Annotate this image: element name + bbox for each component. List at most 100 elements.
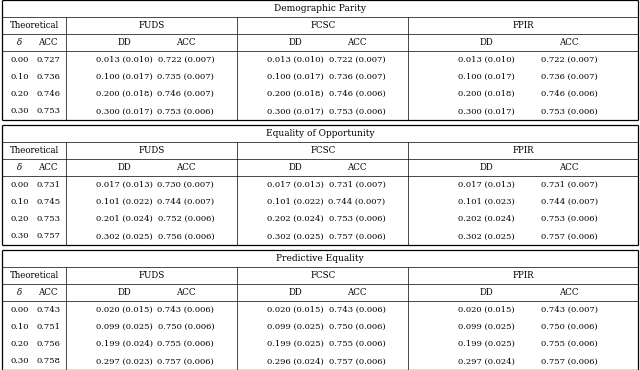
Text: 0.736: 0.736 [36, 73, 60, 81]
Text: 0.202 (0.024): 0.202 (0.024) [267, 215, 324, 223]
Text: 0.722 (0.007): 0.722 (0.007) [157, 56, 214, 64]
Text: δ: δ [17, 289, 22, 297]
Text: 0.746 (0.006): 0.746 (0.006) [541, 90, 598, 98]
Text: 0.744 (0.007): 0.744 (0.007) [157, 198, 214, 206]
Text: 0.757 (0.006): 0.757 (0.006) [541, 232, 598, 241]
Text: 0.722 (0.007): 0.722 (0.007) [541, 56, 598, 64]
Text: FUDS: FUDS [138, 271, 165, 280]
Text: 0.743 (0.006): 0.743 (0.006) [157, 306, 214, 314]
Text: 0.750 (0.006): 0.750 (0.006) [541, 323, 598, 331]
Text: 0.727: 0.727 [36, 56, 60, 64]
Text: 0.757 (0.006): 0.757 (0.006) [328, 357, 385, 366]
Text: 0.753 (0.006): 0.753 (0.006) [328, 107, 385, 115]
Text: 0.757 (0.006): 0.757 (0.006) [328, 232, 385, 241]
Text: 0.297 (0.024): 0.297 (0.024) [458, 357, 515, 366]
Text: 0.745: 0.745 [36, 198, 60, 206]
Text: 0.30: 0.30 [11, 107, 29, 115]
Text: 0.753 (0.006): 0.753 (0.006) [541, 215, 598, 223]
Text: FPIR: FPIR [513, 271, 534, 280]
Text: 0.30: 0.30 [11, 357, 29, 366]
Text: 0.013 (0.010): 0.013 (0.010) [96, 56, 153, 64]
Text: 0.020 (0.015): 0.020 (0.015) [267, 306, 324, 314]
Text: 0.099 (0.025): 0.099 (0.025) [458, 323, 515, 331]
Text: 0.755 (0.006): 0.755 (0.006) [328, 340, 385, 348]
Text: 0.753 (0.006): 0.753 (0.006) [157, 107, 214, 115]
Text: 0.00: 0.00 [11, 56, 29, 64]
Text: 0.731: 0.731 [36, 181, 60, 189]
Text: Theoretical: Theoretical [10, 21, 59, 30]
Text: Theoretical: Theoretical [10, 271, 59, 280]
Text: 0.30: 0.30 [11, 232, 29, 241]
Text: Demographic Parity: Demographic Parity [274, 4, 366, 13]
Text: FCSC: FCSC [310, 21, 335, 30]
Text: Equality of Opportunity: Equality of Opportunity [266, 129, 374, 138]
Text: 0.755 (0.006): 0.755 (0.006) [157, 340, 214, 348]
Text: 0.199 (0.025): 0.199 (0.025) [267, 340, 324, 348]
Text: 0.200 (0.018): 0.200 (0.018) [267, 90, 324, 98]
Text: 0.753 (0.006): 0.753 (0.006) [541, 107, 598, 115]
Text: 0.756: 0.756 [36, 340, 60, 348]
Text: 0.200 (0.018): 0.200 (0.018) [458, 90, 515, 98]
Text: 0.199 (0.025): 0.199 (0.025) [458, 340, 515, 348]
Text: 0.756 (0.006): 0.756 (0.006) [157, 232, 214, 241]
Text: DD: DD [479, 164, 493, 172]
Text: δ: δ [17, 164, 22, 172]
Text: 0.752 (0.006): 0.752 (0.006) [157, 215, 214, 223]
Text: δ: δ [17, 38, 22, 47]
Text: 0.757: 0.757 [36, 232, 60, 241]
Text: FPIR: FPIR [513, 21, 534, 30]
Text: DD: DD [479, 38, 493, 47]
Text: 0.202 (0.024): 0.202 (0.024) [458, 215, 515, 223]
Text: 0.750 (0.006): 0.750 (0.006) [157, 323, 214, 331]
Text: 0.730 (0.007): 0.730 (0.007) [157, 181, 214, 189]
Text: 0.731 (0.007): 0.731 (0.007) [541, 181, 598, 189]
Text: ACC: ACC [38, 164, 58, 172]
Text: DD: DD [118, 289, 131, 297]
Text: ACC: ACC [348, 289, 367, 297]
Text: 0.020 (0.015): 0.020 (0.015) [458, 306, 515, 314]
Text: FPIR: FPIR [513, 146, 534, 155]
Text: 0.758: 0.758 [36, 357, 60, 366]
Text: 0.297 (0.023): 0.297 (0.023) [96, 357, 153, 366]
Text: 0.101 (0.022): 0.101 (0.022) [96, 198, 153, 206]
Text: 0.099 (0.025): 0.099 (0.025) [96, 323, 153, 331]
Text: ACC: ACC [348, 164, 367, 172]
Text: 0.743 (0.006): 0.743 (0.006) [328, 306, 385, 314]
Text: ACC: ACC [38, 289, 58, 297]
Text: 0.10: 0.10 [11, 198, 29, 206]
Text: 0.099 (0.025): 0.099 (0.025) [267, 323, 324, 331]
Text: ACC: ACC [176, 164, 196, 172]
Text: 0.746 (0.006): 0.746 (0.006) [328, 90, 385, 98]
Text: 0.722 (0.007): 0.722 (0.007) [329, 56, 385, 64]
Text: 0.20: 0.20 [11, 90, 29, 98]
Text: 0.020 (0.015): 0.020 (0.015) [96, 306, 153, 314]
Text: 0.755 (0.006): 0.755 (0.006) [541, 340, 598, 348]
Text: 0.013 (0.010): 0.013 (0.010) [267, 56, 324, 64]
Text: 0.10: 0.10 [11, 73, 29, 81]
Text: 0.300 (0.017): 0.300 (0.017) [458, 107, 515, 115]
Text: 0.20: 0.20 [11, 215, 29, 223]
Text: 0.302 (0.025): 0.302 (0.025) [267, 232, 324, 241]
Text: 0.20: 0.20 [11, 340, 29, 348]
Text: 0.753: 0.753 [36, 215, 60, 223]
Text: DD: DD [479, 289, 493, 297]
Text: 0.757 (0.006): 0.757 (0.006) [157, 357, 214, 366]
Text: 0.101 (0.023): 0.101 (0.023) [458, 198, 515, 206]
Text: ACC: ACC [559, 289, 579, 297]
Text: DD: DD [118, 164, 131, 172]
Text: 0.100 (0.017): 0.100 (0.017) [458, 73, 515, 81]
Text: 0.300 (0.017): 0.300 (0.017) [267, 107, 324, 115]
Text: 0.744 (0.007): 0.744 (0.007) [541, 198, 598, 206]
Text: 0.731 (0.007): 0.731 (0.007) [328, 181, 385, 189]
Text: 0.736 (0.007): 0.736 (0.007) [541, 73, 598, 81]
Text: 0.017 (0.013): 0.017 (0.013) [267, 181, 324, 189]
Text: FUDS: FUDS [138, 146, 165, 155]
Text: 0.300 (0.017): 0.300 (0.017) [96, 107, 153, 115]
Text: 0.017 (0.013): 0.017 (0.013) [96, 181, 153, 189]
Text: Predictive Equality: Predictive Equality [276, 254, 364, 263]
Text: DD: DD [289, 164, 302, 172]
Text: ACC: ACC [38, 38, 58, 47]
Text: FCSC: FCSC [310, 146, 335, 155]
Text: DD: DD [289, 289, 302, 297]
Text: ACC: ACC [176, 289, 196, 297]
